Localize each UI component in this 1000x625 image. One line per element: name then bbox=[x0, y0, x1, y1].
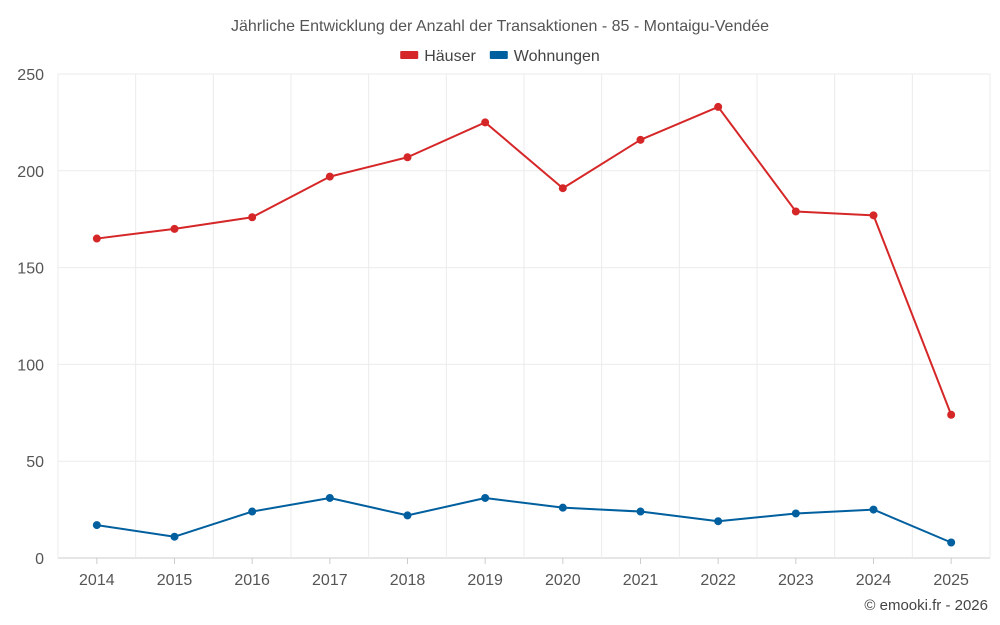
data-point-wohnungen bbox=[481, 493, 490, 502]
y-tick-label: 150 bbox=[17, 261, 44, 278]
y-tick-label: 0 bbox=[35, 551, 44, 568]
data-point-wohnungen bbox=[170, 532, 179, 541]
legend: Häuser Wohnungen bbox=[400, 48, 600, 65]
x-tick-label: 2019 bbox=[467, 572, 503, 589]
x-tick-label: 2015 bbox=[157, 572, 193, 589]
data-point-huser bbox=[791, 207, 800, 216]
data-point-huser bbox=[869, 211, 878, 220]
chart-title: Jährliche Entwicklung der Anzahl der Tra… bbox=[231, 18, 769, 35]
series-line-huser bbox=[96, 105, 953, 416]
data-point-wohnungen bbox=[947, 538, 956, 547]
data-point-huser bbox=[325, 172, 334, 181]
data-point-wohnungen bbox=[92, 521, 101, 530]
x-axis: 2014 2015 2016 2017 2018 2019 2020 2021 2022 2023… bbox=[79, 558, 969, 589]
data-point-wohnungen bbox=[636, 507, 645, 516]
legend-item: Wohnungen bbox=[489, 48, 600, 65]
x-tick-label: 2021 bbox=[623, 572, 659, 589]
legend-swatch bbox=[400, 51, 419, 59]
data-point-huser bbox=[714, 102, 723, 111]
x-tick-label: 2017 bbox=[312, 572, 348, 589]
legend-label: Wohnungen bbox=[514, 48, 600, 65]
data-point-wohnungen bbox=[714, 517, 723, 526]
data-point-huser bbox=[92, 234, 101, 243]
legend-item: Häuser bbox=[400, 48, 476, 65]
gridlines bbox=[57, 73, 991, 559]
data-point-wohnungen bbox=[791, 509, 800, 518]
data-point-wohnungen bbox=[558, 503, 567, 512]
data-point-wohnungen bbox=[403, 511, 412, 520]
data-point-huser bbox=[248, 213, 257, 222]
series-layer bbox=[92, 102, 956, 547]
y-tick-label: 50 bbox=[26, 454, 44, 471]
data-point-huser bbox=[636, 135, 645, 144]
data-point-huser bbox=[558, 184, 567, 193]
data-point-huser bbox=[403, 153, 412, 162]
y-tick-label: 200 bbox=[17, 164, 44, 181]
series-line-wohnungen bbox=[96, 496, 952, 544]
x-tick-label: 2014 bbox=[79, 572, 115, 589]
credit-text: © emooki.fr - 2026 bbox=[864, 597, 988, 614]
x-tick-label: 2022 bbox=[700, 572, 736, 589]
legend-label: Häuser bbox=[424, 48, 476, 65]
x-tick-label: 2020 bbox=[545, 572, 581, 589]
y-tick-label: 250 bbox=[17, 67, 44, 84]
x-tick-label: 2024 bbox=[856, 572, 892, 589]
data-point-huser bbox=[947, 410, 956, 419]
data-point-wohnungen bbox=[248, 507, 257, 516]
y-axis: 0 50 100 150 200 250 bbox=[17, 67, 44, 568]
x-tick-label: 2016 bbox=[234, 572, 270, 589]
data-point-wohnungen bbox=[325, 493, 334, 502]
legend-swatch bbox=[489, 51, 508, 59]
data-point-huser bbox=[170, 224, 179, 233]
data-point-wohnungen bbox=[869, 505, 878, 514]
x-tick-label: 2018 bbox=[390, 572, 426, 589]
x-tick-label: 2025 bbox=[933, 572, 969, 589]
x-tick-label: 2023 bbox=[778, 572, 814, 589]
y-tick-label: 100 bbox=[17, 357, 44, 374]
data-point-huser bbox=[481, 118, 490, 127]
